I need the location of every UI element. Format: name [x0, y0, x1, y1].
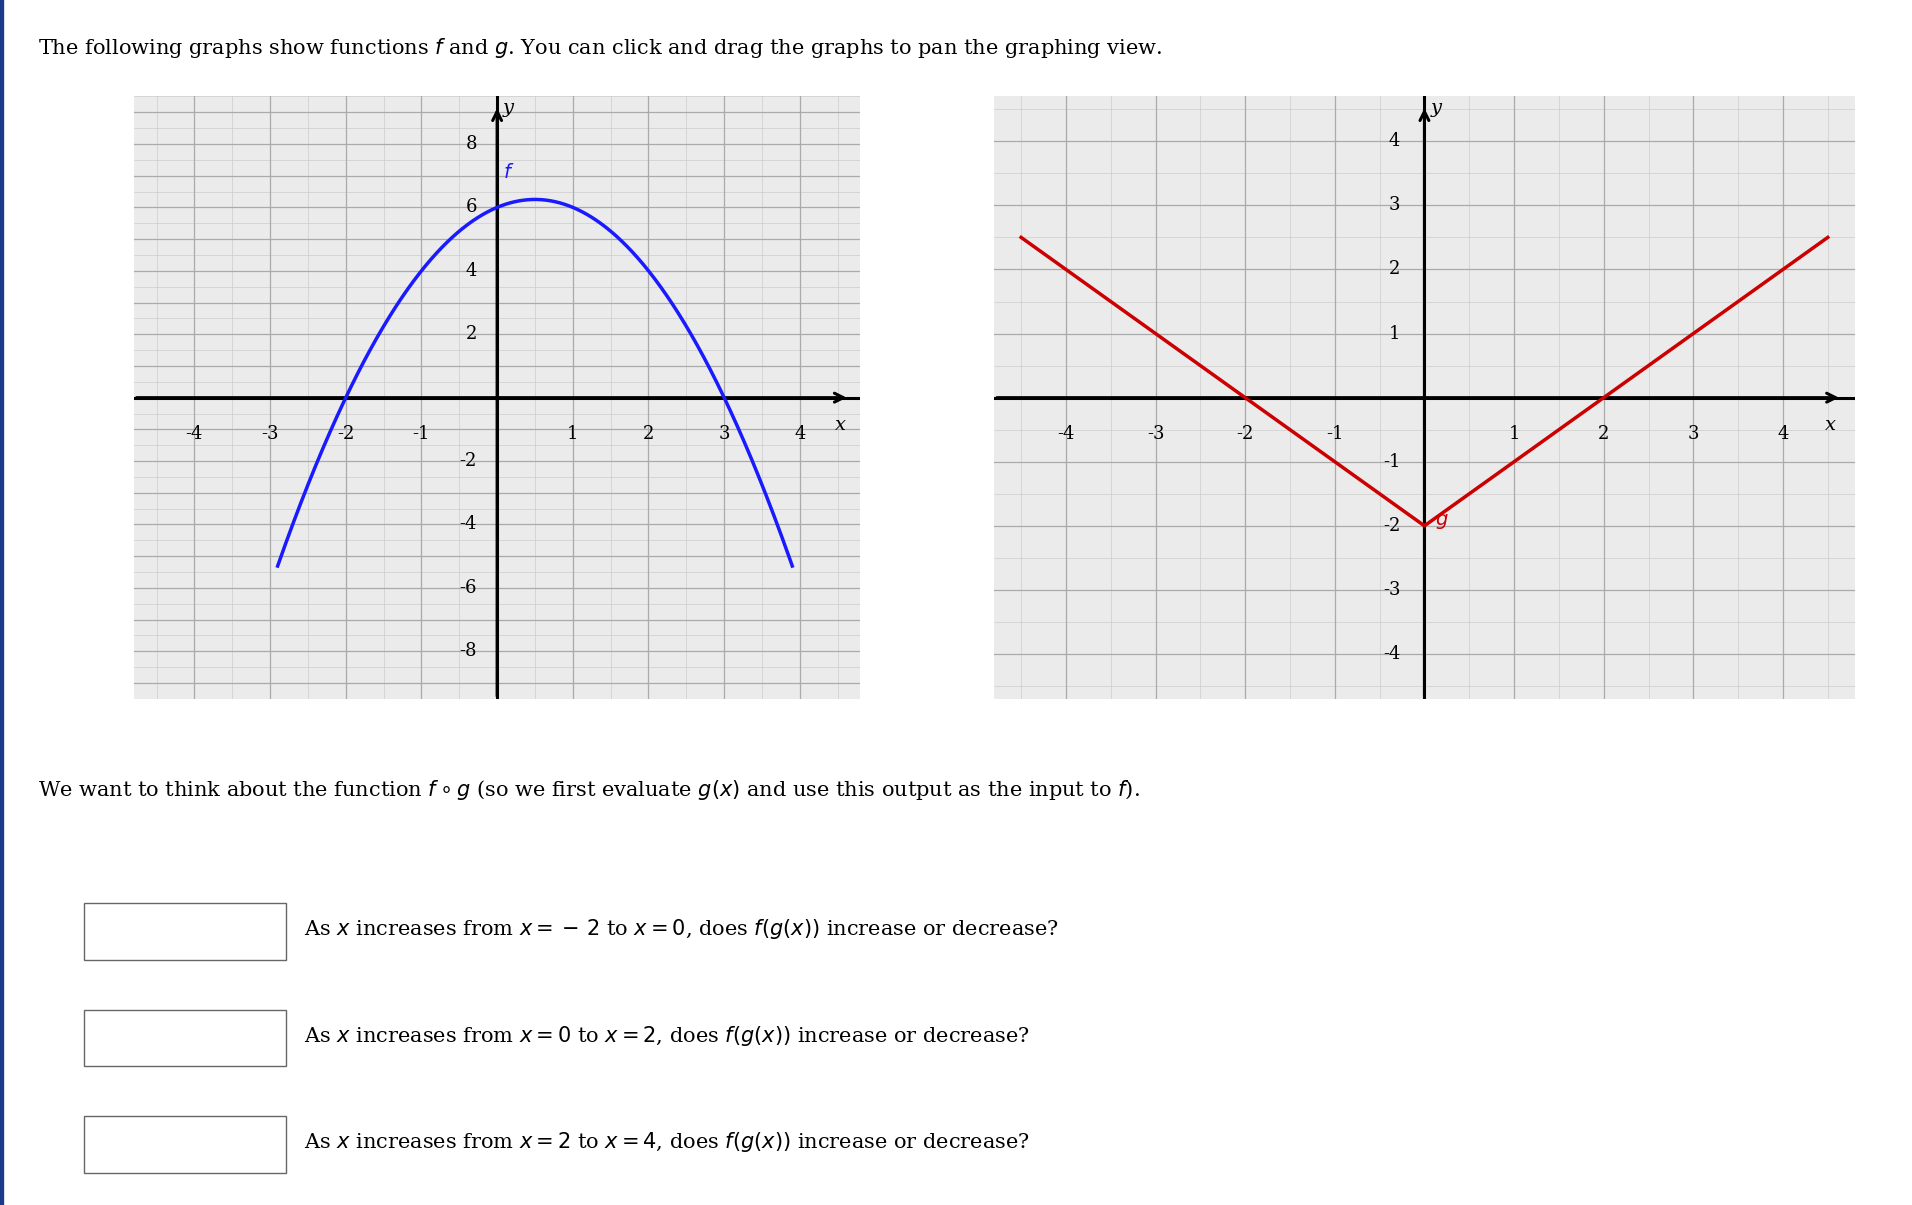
Text: 2: 2 — [1598, 425, 1610, 442]
Text: -: - — [130, 1135, 136, 1153]
Text: -6: -6 — [459, 578, 476, 596]
Text: 4: 4 — [793, 425, 805, 442]
FancyBboxPatch shape — [84, 904, 287, 959]
Text: -3: -3 — [262, 425, 279, 442]
Text: -4: -4 — [1382, 645, 1400, 663]
Text: As $x$ increases from $x = -\,2$ to $x = 0$, does $f(g(x))$ increase or decrease: As $x$ increases from $x = -\,2$ to $x =… — [304, 917, 1059, 941]
Text: 8: 8 — [465, 135, 476, 153]
FancyBboxPatch shape — [84, 1116, 287, 1172]
Text: ✓: ✓ — [235, 924, 247, 939]
Text: $f$: $f$ — [503, 163, 514, 182]
Text: -3: -3 — [1382, 581, 1400, 599]
Text: y: y — [503, 100, 514, 118]
Text: -1: -1 — [413, 425, 430, 442]
Text: -4: -4 — [1057, 425, 1075, 442]
Text: 3: 3 — [1388, 196, 1400, 214]
Text: -4: -4 — [185, 425, 203, 442]
Text: 1: 1 — [1388, 324, 1400, 342]
Text: -2: -2 — [459, 452, 476, 470]
Text: -1: -1 — [1327, 425, 1344, 442]
Text: 4: 4 — [465, 261, 476, 280]
Text: y: y — [1430, 100, 1442, 118]
Text: We want to think about the function $f \circ g$ (so we first evaluate $g(x)$ and: We want to think about the function $f \… — [38, 778, 1140, 801]
Text: -2: -2 — [337, 425, 354, 442]
Text: $g$: $g$ — [1436, 512, 1449, 530]
Text: -4: -4 — [459, 516, 476, 534]
Text: ✓: ✓ — [235, 1030, 247, 1045]
Text: -: - — [130, 1029, 136, 1047]
Text: -3: -3 — [1147, 425, 1164, 442]
Text: 3: 3 — [719, 425, 730, 442]
Text: ✓: ✓ — [235, 1138, 247, 1152]
Text: 6: 6 — [465, 199, 476, 217]
Text: As $x$ increases from $x = 0$ to $x = 2$, does $f(g(x))$ increase or decrease?: As $x$ increases from $x = 0$ to $x = 2$… — [304, 1024, 1031, 1048]
Text: -2: -2 — [1382, 517, 1400, 535]
Text: -2: -2 — [1237, 425, 1254, 442]
Text: 1: 1 — [1509, 425, 1520, 442]
Text: -1: -1 — [1382, 453, 1400, 471]
Text: 1: 1 — [568, 425, 579, 442]
Text: 2: 2 — [1388, 260, 1400, 278]
FancyBboxPatch shape — [84, 1010, 287, 1066]
Text: The following graphs show functions $f$ and $g$. You can click and drag the grap: The following graphs show functions $f$ … — [38, 36, 1162, 60]
Text: x: x — [1824, 416, 1836, 434]
Text: -8: -8 — [459, 642, 476, 660]
Text: x: x — [836, 416, 845, 434]
Text: 3: 3 — [1688, 425, 1700, 442]
Text: 2: 2 — [465, 325, 476, 343]
Text: As $x$ increases from $x = 2$ to $x = 4$, does $f(g(x))$ increase or decrease?: As $x$ increases from $x = 2$ to $x = 4$… — [304, 1130, 1031, 1154]
Text: 4: 4 — [1778, 425, 1788, 442]
Text: 4: 4 — [1388, 133, 1400, 151]
Text: -: - — [130, 922, 136, 940]
Text: 2: 2 — [642, 425, 654, 442]
